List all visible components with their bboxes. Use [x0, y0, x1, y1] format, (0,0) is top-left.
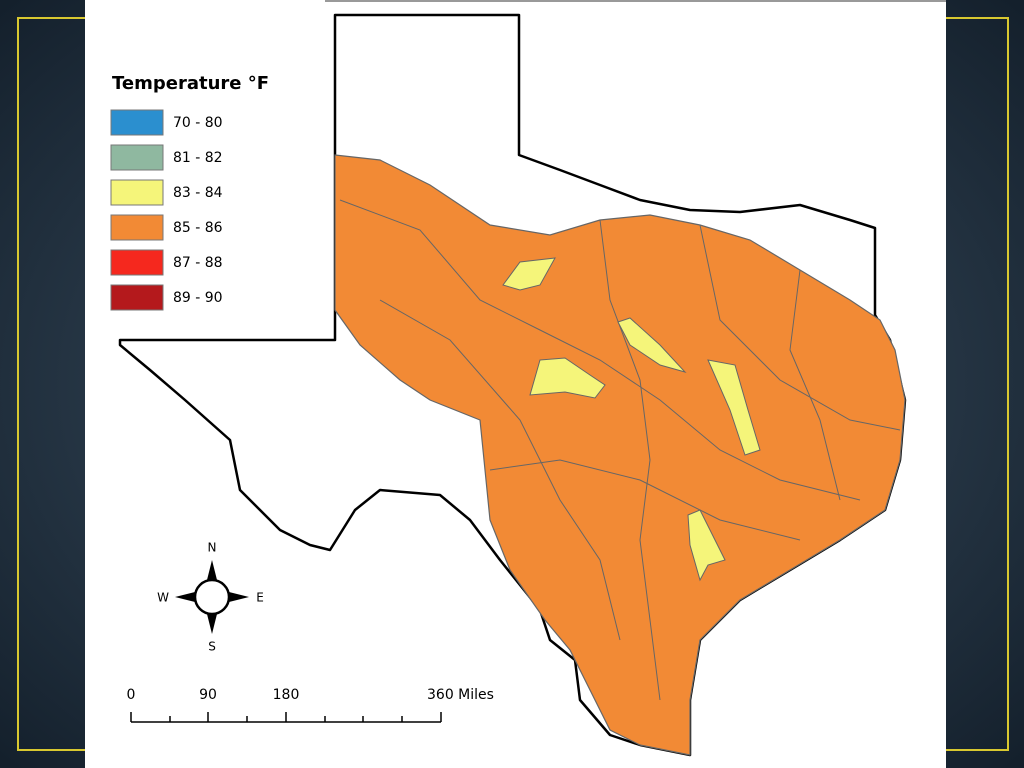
legend-swatch — [110, 109, 164, 136]
scale-label: 360 Miles — [427, 687, 494, 703]
legend: Temperature °F 70 - 80 81 - 82 83 - 84 85 -… — [110, 73, 269, 311]
scale-label: 180 — [273, 687, 300, 703]
basin-lines — [339, 199, 901, 701]
scale-label: 0 — [127, 687, 136, 703]
region-85-86 — [334, 154, 906, 756]
legend-swatch — [110, 179, 164, 206]
compass: N S W E — [157, 541, 264, 654]
compass-arrow — [207, 614, 217, 634]
legend-label: 70 - 80 — [173, 115, 223, 131]
legend-swatch — [110, 144, 164, 171]
compass-ring — [193, 578, 231, 616]
legend-swatch — [110, 284, 164, 311]
legend-label: 87 - 88 — [173, 255, 223, 271]
compass-label: S — [208, 640, 216, 654]
compass-arrow — [207, 560, 217, 580]
compass-arrow — [229, 592, 249, 602]
legend-label: 83 - 84 — [173, 185, 223, 201]
compass-label: W — [157, 591, 169, 605]
scale-bar — [130, 712, 442, 723]
legend-title: Temperature °F — [112, 73, 269, 94]
legend-swatch — [110, 249, 164, 276]
scale-label: 90 — [199, 687, 217, 703]
legend-swatch — [110, 214, 164, 241]
legend-label: 85 - 86 — [173, 220, 223, 236]
compass-label: E — [256, 591, 264, 605]
legend-label: 81 - 82 — [173, 150, 223, 166]
compass-arrow — [175, 592, 195, 602]
compass-label: N — [208, 541, 217, 555]
legend-label: 89 - 90 — [173, 290, 223, 306]
region-83-84 — [502, 257, 761, 582]
